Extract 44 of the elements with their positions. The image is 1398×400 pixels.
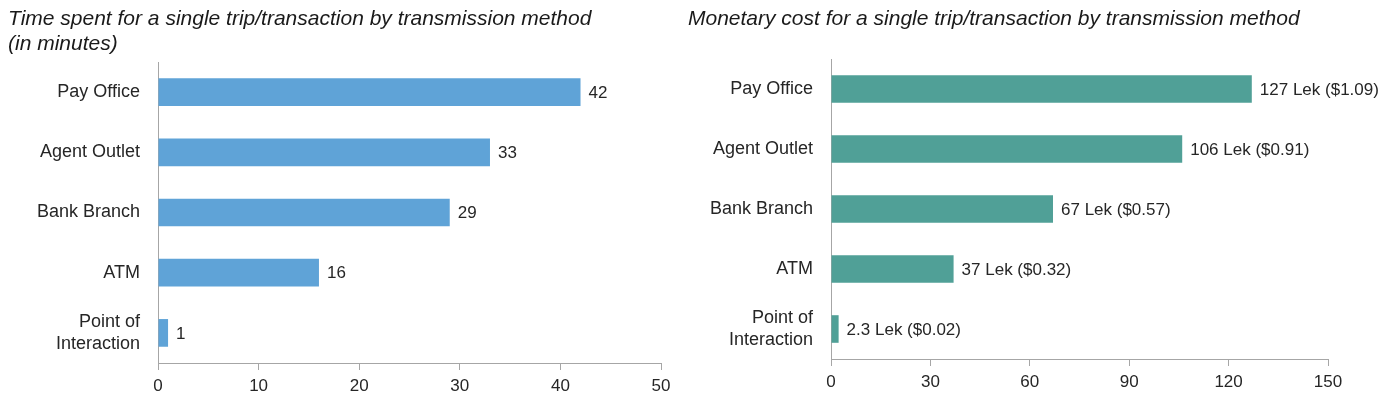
y-tick-label: ATM	[103, 261, 140, 282]
x-tick-label: 30	[920, 371, 940, 391]
x-tick-label: 150	[1313, 371, 1343, 391]
data-label: 67 Lek ($0.57)	[1060, 199, 1171, 219]
data-label: 127 Lek ($1.09)	[1259, 79, 1379, 99]
y-tick-label: Pay Office	[57, 81, 140, 102]
bar	[831, 195, 1053, 223]
data-label: 29	[457, 203, 477, 223]
y-tick-label: ATM	[776, 257, 813, 278]
x-tick-label: 90	[1119, 371, 1139, 391]
x-tick-label: 50	[651, 375, 671, 395]
data-label: 42	[588, 82, 608, 102]
bar	[831, 135, 1183, 163]
bar	[831, 75, 1252, 103]
bar	[831, 255, 954, 283]
bar	[158, 319, 169, 347]
chart-title: Time spent for a single trip/transaction by transmission method (in minutes)	[8, 5, 593, 55]
y-tick-label: Pay Office	[730, 77, 813, 98]
y-tick-label: Point of Interaction	[55, 311, 141, 353]
data-label: 33	[497, 142, 517, 162]
x-tick-label: 60	[1020, 371, 1040, 391]
x-tick-label: 0	[826, 371, 836, 391]
x-tick-label: 10	[249, 375, 269, 395]
data-label: 16	[326, 263, 346, 283]
y-tick-label: Bank Branch	[36, 201, 140, 222]
bar	[158, 198, 450, 227]
data-label: 2.3 Lek ($0.02)	[846, 319, 961, 339]
x-tick-label: 20	[349, 375, 369, 395]
bar	[158, 138, 490, 167]
bar	[831, 315, 839, 343]
x-tick-label: 120	[1214, 371, 1243, 391]
data-label: 37 Lek ($0.32)	[961, 259, 1072, 279]
x-tick-label: 30	[450, 375, 470, 395]
data-label: 1	[176, 323, 186, 343]
bar	[158, 258, 319, 287]
chart-title: Monetary cost for a single trip/transaction by transmission method	[688, 5, 1301, 30]
y-tick-label: Agent Outlet	[712, 137, 813, 158]
x-tick-label: 0	[153, 375, 163, 395]
y-tick-label: Agent Outlet	[39, 141, 140, 162]
bar	[158, 78, 581, 106]
x-tick-label: 40	[550, 375, 570, 395]
y-tick-label: Point of Interaction	[728, 307, 814, 349]
data-label: 106 Lek ($0.91)	[1190, 139, 1310, 159]
y-tick-label: Bank Branch	[709, 197, 813, 218]
